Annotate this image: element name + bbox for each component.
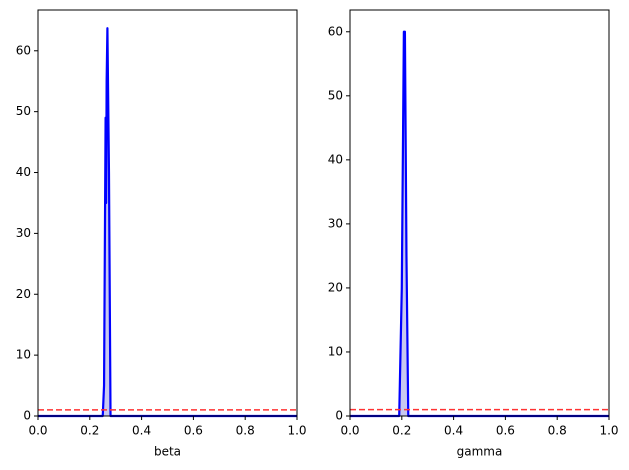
x-tick-label: 0.6 bbox=[496, 424, 515, 438]
axes-frame bbox=[37, 9, 298, 417]
axes-frame bbox=[349, 9, 610, 417]
y-tick-label: 50 bbox=[16, 104, 31, 118]
x-tick-label: 0.0 bbox=[28, 424, 47, 438]
x-axis-label: beta bbox=[154, 445, 181, 459]
x-tick-label: 0.4 bbox=[132, 424, 151, 438]
x-tick-label: 0.2 bbox=[392, 424, 411, 438]
density-line bbox=[350, 30, 609, 418]
y-tick-label: 0 bbox=[335, 409, 343, 423]
y-tick-label: 0 bbox=[23, 409, 31, 423]
y-tick-label: 50 bbox=[328, 88, 343, 102]
y-tick-label: 60 bbox=[328, 24, 343, 38]
x-tick-label: 0.2 bbox=[80, 424, 99, 438]
x-tick-label: 0.0 bbox=[340, 424, 359, 438]
density-area bbox=[350, 31, 609, 417]
y-tick-label: 30 bbox=[328, 216, 343, 230]
y-tick-label: 10 bbox=[328, 344, 343, 358]
x-tick-label: 0.4 bbox=[444, 424, 463, 438]
y-tick-label: 40 bbox=[16, 165, 31, 179]
y-tick-label: 20 bbox=[16, 287, 31, 301]
x-tick-label: 1.0 bbox=[287, 424, 306, 438]
y-tick-label: 40 bbox=[328, 152, 343, 166]
x-tick-label: 0.8 bbox=[548, 424, 567, 438]
density-line bbox=[38, 27, 297, 418]
y-tick-label: 60 bbox=[16, 43, 31, 57]
y-tick-label: 30 bbox=[16, 226, 31, 240]
density-area bbox=[38, 28, 297, 416]
x-tick-label: 0.8 bbox=[236, 424, 255, 438]
x-tick-label: 0.6 bbox=[184, 424, 203, 438]
x-axis-label: gamma bbox=[457, 445, 503, 459]
x-tick-label: 1.0 bbox=[599, 424, 618, 438]
y-tick-label: 20 bbox=[328, 280, 343, 294]
y-tick-label: 10 bbox=[16, 348, 31, 362]
